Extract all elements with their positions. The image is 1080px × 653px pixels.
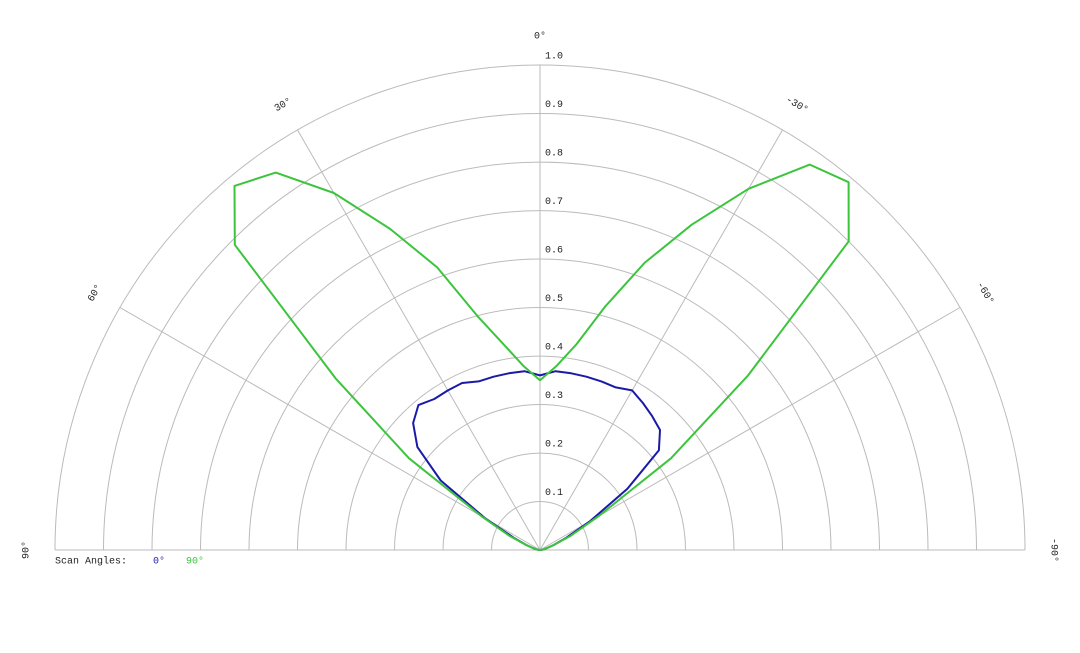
series-line <box>233 163 850 551</box>
legend-title: Scan Angles: <box>55 556 127 568</box>
r-tick-label: 0.1 <box>545 488 563 499</box>
theta-tick-label: 60° <box>86 282 105 304</box>
grid-spoke <box>539 307 961 551</box>
theta-tick-label: -90° <box>1047 538 1059 562</box>
legend-entry: 0° <box>153 556 165 568</box>
grid-spoke <box>297 129 541 551</box>
r-tick-label: 0.2 <box>545 440 563 451</box>
r-tick-label: 0.7 <box>545 197 563 208</box>
theta-tick-label: -30° <box>783 94 810 116</box>
r-tick-label: 1.0 <box>545 52 563 63</box>
grid-spoke <box>539 129 783 551</box>
grid-spoke <box>119 307 541 551</box>
series-line <box>412 370 661 551</box>
r-tick-label: 0.5 <box>545 294 563 305</box>
r-tick-label: 0.3 <box>545 391 563 402</box>
r-tick-label: 0.4 <box>545 343 563 354</box>
r-tick-label: 0.6 <box>545 246 563 257</box>
theta-tick-label: -60° <box>973 280 995 307</box>
theta-tick-label: 0° <box>534 31 546 43</box>
legend-entry: 90° <box>186 556 204 568</box>
theta-tick-label: 90° <box>21 541 33 559</box>
r-tick-label: 0.8 <box>545 149 563 160</box>
theta-tick-label: 30° <box>272 96 294 115</box>
r-tick-label: 0.9 <box>545 100 563 111</box>
